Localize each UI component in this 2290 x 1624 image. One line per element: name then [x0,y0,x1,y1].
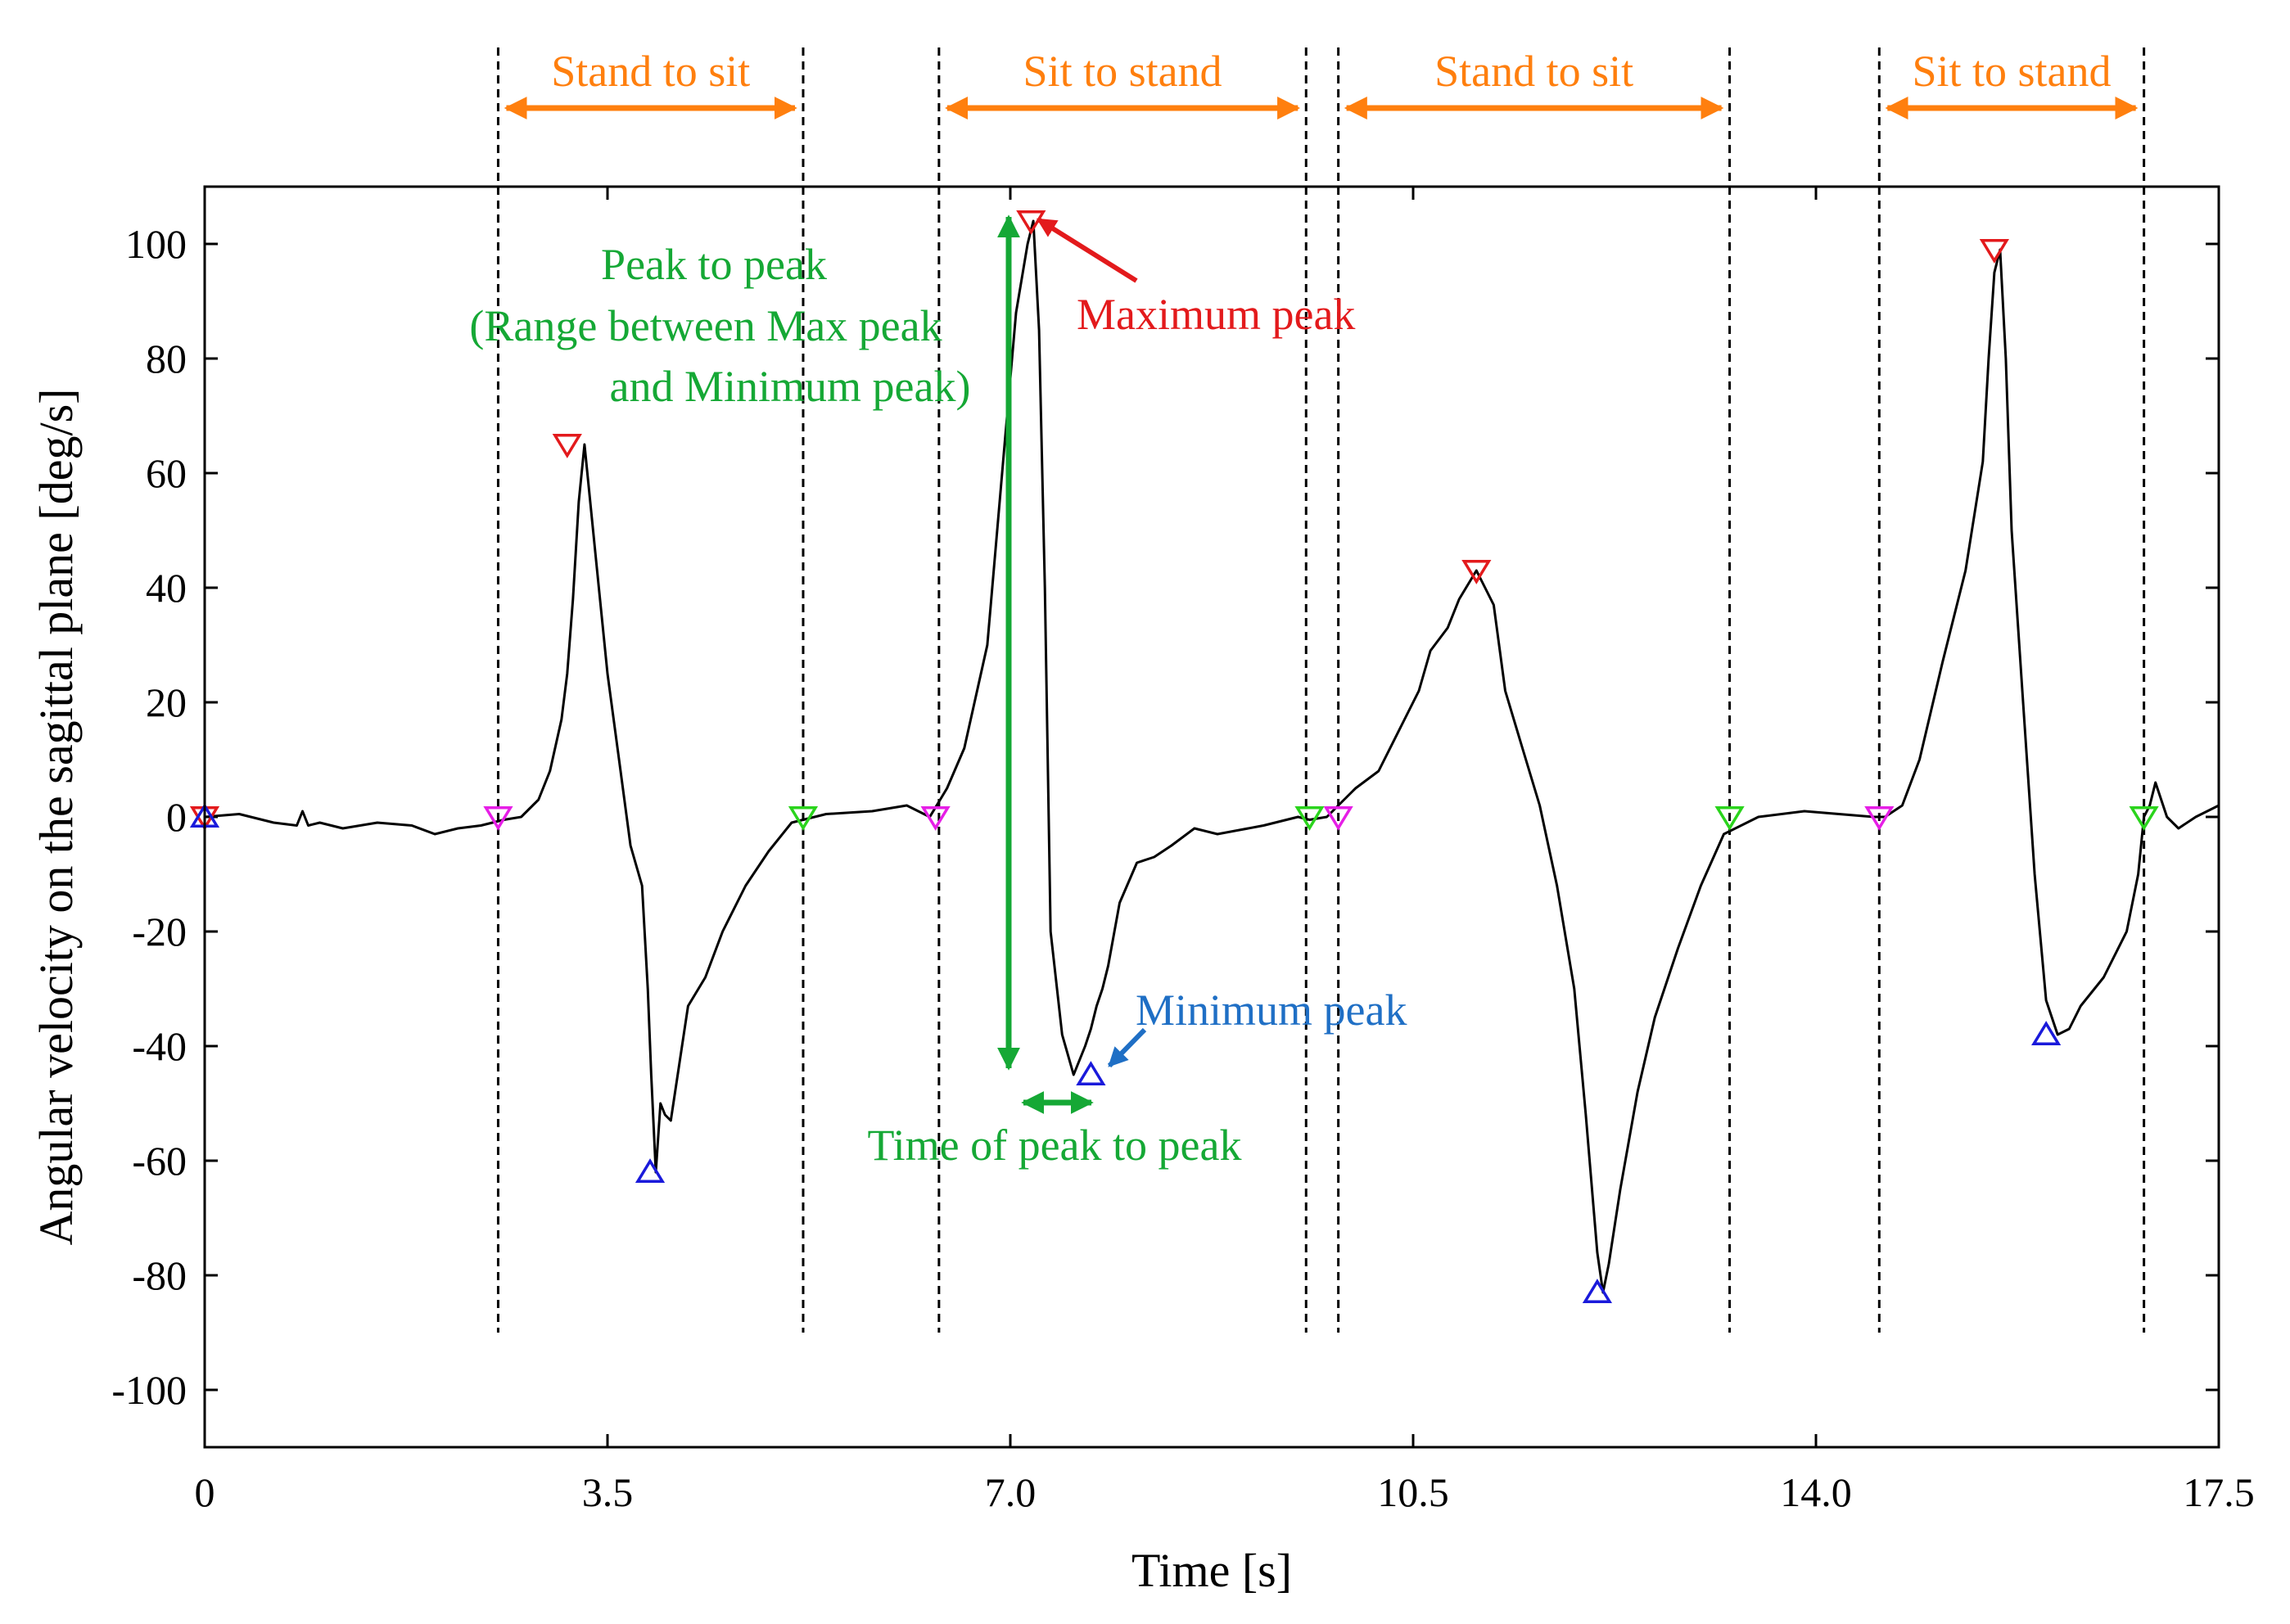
minimum-peak-label: Minimum peak [1136,986,1407,1035]
min-peak-marker [1582,1279,1613,1303]
phase-end-marker [1294,806,1325,831]
y-tick-label: 0 [166,794,187,840]
phase-start-marker [920,806,951,831]
x-tick-label: 10.5 [1377,1469,1449,1515]
plot-frame [203,185,2220,1449]
phase-label: Sit to stand [1912,47,2111,96]
phase-end-marker [788,806,819,831]
y-tick-label: -20 [132,909,187,954]
phase-label: Stand to sit [1434,47,1633,96]
peak-to-peak-label-line-3: and Minimum peak) [610,362,971,411]
y-tick-label: 80 [146,336,187,381]
phase-end-marker [2129,806,2159,831]
y-tick-label: 20 [146,679,187,725]
y-tick-label: -100 [111,1367,187,1413]
phase-start-marker [1323,806,1353,831]
min-peak-marker [2031,1021,2062,1045]
y-tick-label: -40 [132,1023,187,1069]
axis-ticks-layer: 0 3.5 7.0 10.5 14.0 17.5 100 80 60 40 20 0 -20 -40 -60… [111,187,2255,1515]
maximum-peak-arrow [1036,217,1138,283]
x-tick-label: 0 [195,1469,215,1515]
x-tick-label: 17.5 [2183,1469,2255,1515]
phase-start-marker [1864,806,1895,831]
y-tick-label: 40 [146,565,187,611]
series-layer [204,219,2220,1294]
x-tick-label: 7.0 [985,1469,1037,1515]
y-tick-label: 100 [125,221,187,267]
phase-markers-layer: Stand to sit Sit to stand Stand to sit Sit … [496,47,2146,1333]
peak-to-peak-label-line-1: Peak to peak [601,240,827,289]
x-tick-label: 14.0 [1780,1469,1852,1515]
max-peak-marker [1979,239,2009,264]
y-tick-label: -80 [132,1252,187,1298]
phase-label: Sit to stand [1023,47,1222,96]
x-axis-label: Time [s] [1131,1544,1292,1597]
max-peak-marker [552,434,582,458]
phase-start-marker [483,806,513,831]
series-line [204,219,2220,1294]
time-peak-to-peak-label: Time of peak to peak [868,1121,1242,1170]
y-tick-label: 60 [146,450,187,496]
min-peak-marker [635,1158,666,1183]
phase-end-marker [1714,806,1745,831]
y-tick-label: -60 [132,1138,187,1184]
minimum-peak-arrow [1107,1027,1147,1068]
phase-label: Stand to sit [551,47,750,96]
max-peak-marker [1461,560,1492,584]
maximum-peak-label: Maximum peak [1077,290,1355,339]
x-tick-label: 3.5 [582,1469,634,1515]
min-peak-marker [1076,1061,1106,1085]
peak-to-peak-label-line-2: (Range between Max peak [469,301,942,350]
y-axis-label: Angular velocity on the sagittal plane [… [29,389,83,1246]
